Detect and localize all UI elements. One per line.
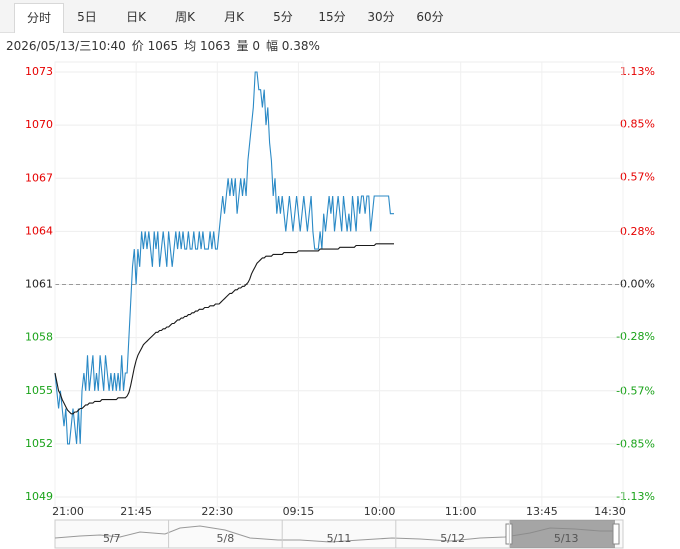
info-item: 2026/05/13/三10:40 (6, 39, 126, 53)
y-tick-label: 1067 (25, 171, 53, 184)
tab[interactable]: 5分 (273, 10, 293, 24)
tab[interactable]: 60分 (416, 10, 444, 24)
y-tick-label: 1052 (25, 437, 53, 450)
y-tick-label: 1058 (25, 331, 53, 344)
navigator-selection[interactable] (510, 520, 615, 548)
x-tick-label: 14:30 (594, 505, 626, 518)
x-tick-label: 21:00 (52, 505, 84, 518)
navigator-handle[interactable] (612, 523, 620, 545)
y-tick-label: 1049 (25, 490, 53, 503)
info-item: 均 1063 (184, 39, 231, 53)
x-tick-label: 10:00 (364, 505, 396, 518)
y-tick-label: 1073 (25, 65, 53, 78)
tab-bar: 分时 5日 日K 周K 月K 5分 15分 30分 60分 (0, 0, 680, 33)
navigator-label: 5/12 (440, 532, 465, 545)
y2-tick-label: 0.57% (620, 170, 655, 183)
x-tick-label: 11:00 (445, 505, 477, 518)
navigator: 5/7 5/8 5/11 5/12 5/13 (54, 519, 624, 549)
y2-tick-label: 0.85% (620, 118, 655, 131)
x-tick-label: 13:45 (526, 505, 558, 518)
navigator-label: 5/11 (327, 532, 352, 545)
navigator-label: 5/8 (217, 532, 235, 545)
info-item: 价 1065 (131, 39, 179, 53)
info-line: 2026/05/13/三10:40 价 1065 均 1063 量 0 幅 0.38% (6, 37, 326, 54)
y-tick-label: 1064 (25, 224, 53, 237)
y-tick-label: 1070 (25, 118, 53, 131)
x-tick-label: 09:15 (283, 505, 315, 518)
tab[interactable]: 15分 (318, 10, 346, 24)
navigator-label: 5/13 (554, 532, 579, 545)
tab[interactable]: 分时 (14, 3, 64, 33)
series-line (54, 71, 394, 445)
y-tick-label: 1061 (25, 278, 53, 291)
y2-tick-label: 0.00% (620, 278, 655, 291)
tab[interactable]: 日K (126, 10, 146, 24)
y2-tick-label: -0.57% (616, 385, 655, 398)
navigator-label: 5/7 (103, 532, 121, 545)
tab[interactable]: 月K (224, 10, 244, 24)
x-tick-label: 21:45 (120, 505, 152, 518)
y2-tick-label: -0.28% (616, 330, 655, 343)
y2-tick-label: -0.85% (616, 437, 655, 450)
y-tick-label: 1055 (25, 384, 53, 397)
tab[interactable]: 5日 (77, 10, 97, 24)
tab[interactable]: 周K (175, 10, 195, 24)
x-tick-label: 22:30 (201, 505, 233, 518)
info-item: 幅 0.38% (265, 39, 320, 53)
info-item: 量 0 (236, 39, 260, 53)
y2-tick-label: -1.13% (616, 490, 655, 503)
y2-tick-label: 1.13% (620, 65, 655, 78)
y2-tick-label: 0.28% (620, 225, 655, 238)
tab[interactable]: 30分 (367, 10, 395, 24)
series-line (54, 243, 394, 415)
